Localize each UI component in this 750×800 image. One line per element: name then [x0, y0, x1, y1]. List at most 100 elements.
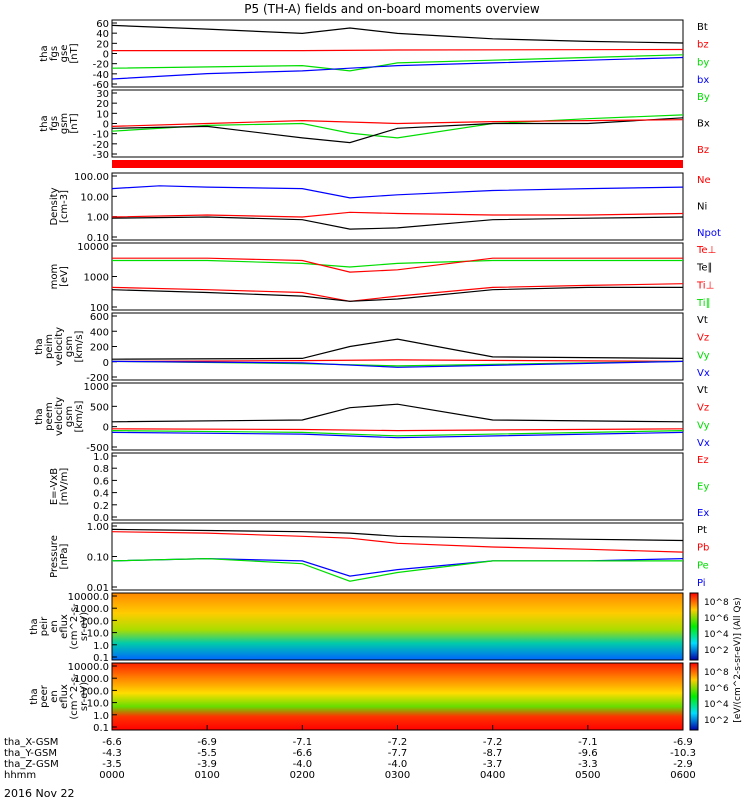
ylabel-line: [km/s] — [74, 400, 85, 432]
ylabel-line: [eV] — [59, 266, 70, 287]
series-line-Vx — [111, 360, 684, 368]
colorbar-tick: 10^2 — [704, 646, 729, 656]
ytick-label: 20 — [96, 99, 109, 110]
ytick-label: -20 — [93, 140, 109, 151]
legend-entry: Te⊥ — [696, 245, 716, 256]
ylabel-line: peem — [44, 402, 55, 430]
ytick-label: 0.10 — [87, 553, 109, 564]
series-line-Ne — [111, 211, 684, 218]
panel-frame — [111, 19, 684, 88]
series-line-Te⊥ — [111, 283, 684, 302]
legend-entry: Te∥ — [696, 263, 713, 274]
ylabel-line: [km/s] — [74, 330, 85, 362]
colorbar-1: 10^8 10^6 10^4 10^2 — [689, 592, 729, 661]
legend-entry: Npot — [697, 228, 721, 239]
ephemeris-label: tha_X-GSM — [4, 737, 58, 748]
colorbar-tick: 10^2 — [704, 716, 729, 726]
ylabel-line: Pressure — [49, 535, 60, 578]
ephemeris-value: -7.2 — [388, 737, 408, 748]
quality-flag-bar — [112, 160, 683, 168]
ytick-label: 0.2 — [93, 501, 109, 512]
ephemeris-value: -7.2 — [483, 737, 503, 748]
ephemeris-value: -6.6 — [102, 737, 122, 748]
ephemeris-value: -4.0 — [388, 759, 408, 770]
ylabel-line: mom — [49, 264, 60, 290]
ytick-label: 0.4 — [93, 489, 109, 500]
date-label: 2016 Nov 22 — [4, 787, 74, 800]
ytick-label: 10 — [96, 109, 109, 120]
ytick-label: 0.8 — [93, 464, 109, 475]
legend-entry: Ey — [697, 482, 709, 493]
ytick-label: 1.00 — [87, 213, 109, 224]
ylabel-line: sr-eV) — [79, 612, 90, 641]
legend-entry: bz — [697, 40, 709, 51]
legend-entry: Bz — [697, 145, 709, 156]
ephemeris-value: -3.3 — [578, 759, 598, 770]
ephemeris-value: -9.6 — [578, 748, 598, 759]
series-line-Vt — [111, 403, 684, 423]
ylabel-line: peer — [39, 684, 50, 708]
series-line-Npot — [111, 185, 684, 199]
series-line-Vt — [111, 338, 684, 360]
colorbar-strip — [689, 592, 699, 661]
ytick-label: 1.00 — [87, 522, 109, 533]
ephemeris-value: -6.9 — [197, 737, 217, 748]
legend-entry: Vy — [697, 350, 710, 361]
ylabel-line: fgs — [49, 116, 60, 131]
ylabel-line: [nT] — [69, 113, 80, 133]
panel-8: 1.00 0.10 0.01 Pressure [nPa] Pt Pb Pe Pi — [49, 522, 709, 594]
series-line-Vz — [111, 359, 684, 362]
ephemeris-value: -10.3 — [670, 748, 696, 759]
ylabel-line: fgs — [49, 46, 60, 61]
legend-entry: Ez — [697, 455, 709, 466]
ytick-label: 100.0 — [80, 616, 109, 627]
legend-entry: Pt — [697, 525, 707, 536]
legend-entry: Vy — [697, 420, 710, 431]
panel-frame — [111, 592, 684, 661]
ytick-label: 60 — [96, 19, 109, 30]
ytick-label: 0.0 — [93, 513, 109, 524]
panel-frame — [111, 172, 684, 241]
ytick-label: 10.00 — [80, 192, 109, 203]
series-line-by — [111, 54, 684, 72]
ephemeris-value: -7.7 — [388, 748, 408, 759]
series-line-Ni — [111, 216, 684, 230]
series-line-Vx — [111, 431, 684, 439]
ytick-label: 100 — [90, 303, 109, 314]
series-line-Pb — [111, 531, 684, 553]
panel-5: 600 400 200 0 -200 tha peim velocity gsm [km/s] Vt… — [34, 312, 710, 384]
series-line-Te∥ — [111, 286, 683, 302]
colorbar-tick: 10^4 — [704, 630, 729, 640]
series-line-bz — [112, 48, 684, 52]
ytick-label: 600 — [90, 312, 109, 323]
legend-entry: Vt — [697, 385, 708, 396]
ephemeris-value: -3.9 — [197, 759, 217, 770]
ylabel-line: sr-eV) — [79, 682, 90, 711]
ytick-label: -60 — [93, 80, 109, 91]
ylabel-line: E=-VxB — [49, 468, 60, 505]
ephemeris-value: -7.1 — [293, 737, 313, 748]
legend-entry: Ti∥ — [696, 298, 711, 309]
series-line-Ti⊥ — [112, 257, 683, 273]
ytick-label: 100.0 — [80, 686, 109, 697]
ephemeris-value: 0500 — [575, 770, 600, 781]
ytick-label: 10.0 — [87, 699, 109, 710]
ytick-label: 0.6 — [93, 476, 109, 487]
series-line-Pt — [111, 528, 684, 542]
ytick-label: -20 — [93, 60, 109, 71]
ephemeris-value: -7.1 — [578, 737, 598, 748]
legend-entry: Vz — [697, 333, 709, 344]
panel-7: 1.00.80.6 0.40.20.0 E=-VxB [mV/m] Ez Ey Ex — [49, 452, 709, 524]
colorbar-tick: 10^8 — [704, 598, 729, 608]
ylabel-line: en — [49, 620, 60, 633]
ephemeris-value: -2.9 — [673, 759, 693, 770]
ytick-label: 1000.0 — [74, 674, 109, 685]
colorbar-strip — [689, 662, 699, 731]
ephemeris-value: -6.9 — [673, 737, 693, 748]
panel-frame — [111, 242, 684, 311]
ytick-label: 0.01 — [87, 583, 109, 594]
ephemeris-value: -3.7 — [483, 759, 503, 770]
ytick-label: 1000.0 — [74, 604, 109, 615]
